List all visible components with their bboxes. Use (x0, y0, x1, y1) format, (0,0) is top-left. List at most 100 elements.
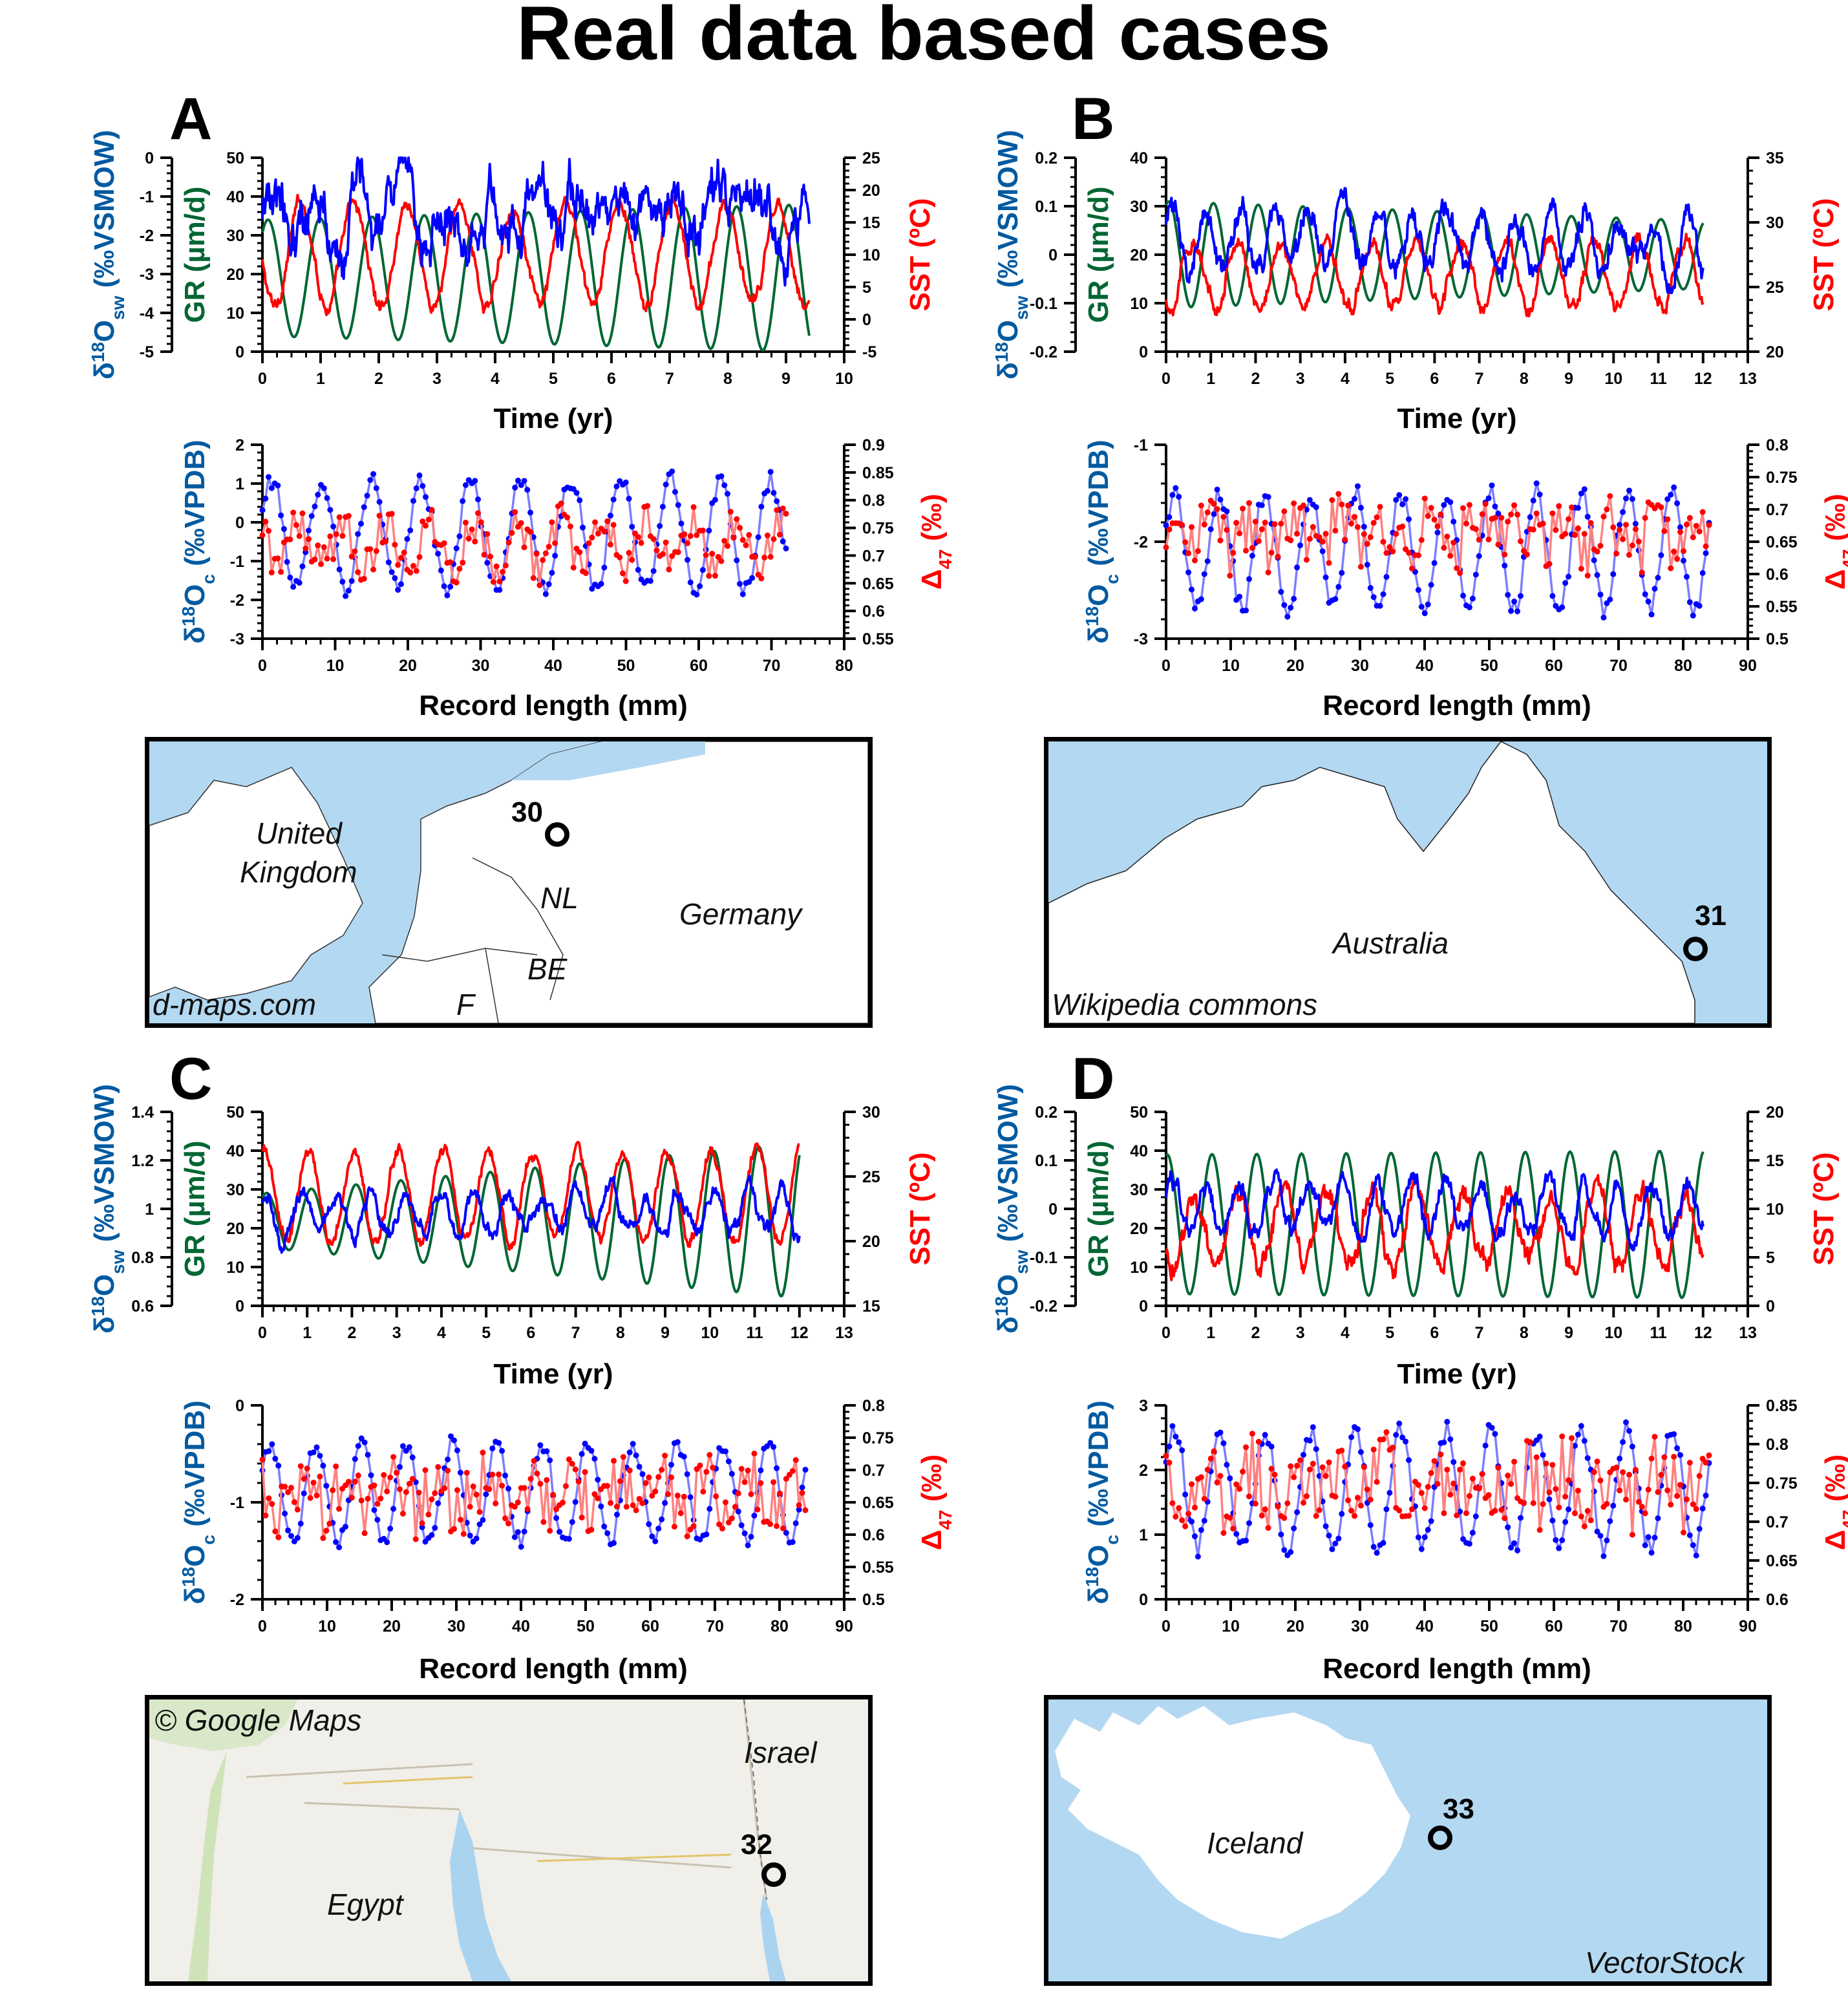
data-point (725, 1458, 732, 1465)
data-point (1502, 551, 1508, 558)
y-tick-label: 3 (1139, 1397, 1148, 1415)
data-point (441, 583, 447, 590)
data-point (1176, 1505, 1182, 1511)
site-number: 33 (1443, 1793, 1474, 1825)
series-points-d18oc (259, 468, 789, 599)
data-point (1549, 1517, 1556, 1524)
data-point (395, 587, 401, 593)
y-tick-label: 0 (235, 514, 244, 532)
data-point (1406, 516, 1412, 522)
data-point (650, 568, 657, 574)
data-point (496, 579, 503, 585)
data-point (266, 1495, 272, 1502)
data-point (1246, 576, 1252, 582)
data-point (524, 1506, 531, 1512)
data-point (512, 484, 518, 491)
data-point (558, 500, 564, 507)
data-point (1182, 1523, 1189, 1529)
data-point (1386, 1489, 1393, 1496)
data-point (460, 498, 466, 504)
data-point (564, 515, 571, 521)
data-point (544, 1448, 550, 1454)
data-point (549, 570, 555, 576)
data-point (435, 1464, 441, 1470)
data-point (1243, 1537, 1249, 1544)
data-point (1195, 548, 1201, 554)
x-tick-label: 30 (472, 657, 490, 675)
data-point (639, 1471, 646, 1477)
y-tick-label: -2 (230, 1591, 244, 1609)
data-point (521, 1528, 527, 1535)
data-point (445, 1467, 451, 1474)
data-point (505, 539, 512, 546)
data-point (582, 1469, 588, 1475)
data-point (783, 545, 789, 551)
data-point (706, 1452, 713, 1458)
data-point (1645, 1486, 1652, 1493)
x-tick-label: 80 (835, 657, 853, 675)
data-point (288, 1484, 294, 1491)
map-panel-d: Iceland VectorStock 33 (1044, 1695, 1772, 1986)
data-point (542, 550, 549, 557)
data-point (1342, 537, 1348, 543)
data-point (633, 1452, 639, 1458)
data-point (1380, 1540, 1386, 1546)
d47-axis-title: Δ47 (‰) (1820, 1454, 1848, 1550)
data-point (1617, 1487, 1623, 1494)
y-tick-label: 30 (226, 1181, 244, 1199)
data-point (1571, 1443, 1578, 1449)
x-tick-label: 50 (617, 657, 635, 675)
data-point (1357, 504, 1364, 511)
y-tick-label: 30 (862, 1103, 880, 1122)
y-tick-label: 10 (1766, 1200, 1784, 1219)
data-point (626, 549, 632, 556)
x-tick-label: 0 (258, 1324, 267, 1342)
data-point (515, 477, 521, 484)
data-point (1492, 1507, 1498, 1514)
data-point (299, 510, 306, 517)
data-point (384, 1539, 390, 1546)
data-point (456, 533, 463, 540)
data-point (1262, 519, 1268, 526)
map-label-be: BE (527, 952, 568, 986)
data-point (751, 1513, 758, 1519)
y-tick-label: 50 (226, 149, 244, 167)
data-point (1224, 1462, 1230, 1468)
data-point (269, 1500, 275, 1507)
data-point (687, 533, 694, 539)
data-point (486, 1486, 493, 1493)
data-point (1607, 1518, 1613, 1524)
data-point (1396, 492, 1403, 498)
data-point (1505, 1473, 1511, 1479)
data-point (1438, 511, 1444, 518)
data-point (463, 1469, 470, 1476)
data-point (1364, 1486, 1370, 1493)
map-label-united: United (256, 816, 342, 850)
y-tick-label: 0.1 (1035, 198, 1057, 216)
series-line-sst (261, 193, 811, 317)
data-point (646, 1474, 652, 1480)
series-points-d47 (1163, 491, 1712, 579)
data-point (1575, 1487, 1581, 1494)
data-point (1600, 1553, 1607, 1559)
data-point (1370, 1544, 1377, 1550)
data-point (465, 535, 472, 542)
data-point (355, 569, 361, 575)
data-point (559, 1499, 566, 1506)
series-line-d18osw (261, 156, 811, 287)
data-point (1431, 560, 1438, 566)
data-point (1230, 1526, 1237, 1532)
x-tick-label: 10 (835, 370, 853, 388)
data-point (569, 1518, 575, 1525)
data-point (1306, 536, 1313, 542)
data-point (575, 1478, 582, 1485)
data-point (390, 1454, 397, 1460)
data-point (453, 545, 460, 551)
data-point (1652, 1535, 1658, 1541)
data-point (456, 566, 463, 572)
data-point (690, 504, 697, 510)
data-point (1578, 1423, 1584, 1429)
x-tick-label: 5 (1385, 370, 1394, 388)
data-point (1275, 553, 1281, 560)
data-point (1189, 524, 1195, 530)
